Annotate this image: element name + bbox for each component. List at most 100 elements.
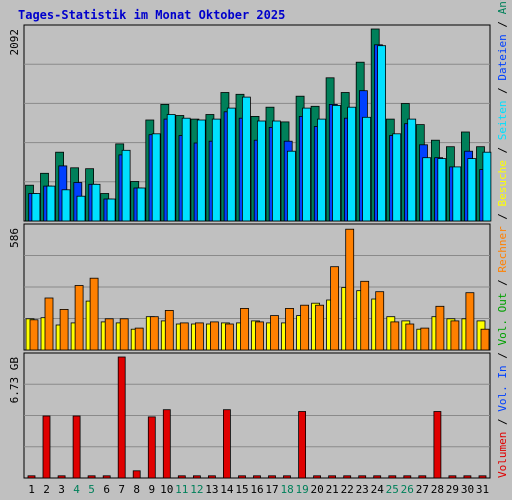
bar-volumen-day-25 — [388, 475, 397, 479]
bar-seiten-day-9 — [151, 133, 161, 222]
bar-rechner-day-3 — [59, 308, 69, 351]
bar-volumen-day-30 — [463, 475, 472, 479]
side-legend: Volumen / Vol. In / Vol. Out / Rechner /… — [496, 0, 509, 478]
x-tick-label-day-5: 5 — [88, 483, 95, 496]
bar-seiten-day-18 — [286, 150, 296, 222]
bar-volumen-day-7 — [117, 356, 126, 479]
bar-volumen-day-22 — [343, 475, 352, 479]
bar-rechner-day-16 — [255, 321, 264, 351]
bar-volumen-day-16 — [253, 475, 261, 479]
x-tick-label-day-31: 31 — [476, 483, 489, 496]
side-legend-separator: / — [496, 273, 509, 293]
x-tick-label-day-20: 20 — [310, 483, 323, 496]
bar-seiten-day-3 — [61, 189, 71, 222]
side-legend-dateien: Dateien — [496, 34, 509, 80]
bar-seiten-day-19 — [302, 107, 311, 222]
bar-rechner-day-25 — [390, 321, 400, 351]
bar-volumen-day-18 — [283, 475, 291, 479]
bar-volumen-day-15 — [238, 475, 246, 479]
x-tick-label-day-27: 27 — [416, 483, 429, 496]
bar-volumen-day-31 — [478, 475, 487, 479]
x-tick-label-day-9: 9 — [148, 483, 155, 496]
bar-volumen-day-2 — [42, 415, 51, 479]
x-tick-label-day-3: 3 — [58, 483, 65, 496]
bar-volumen-day-14 — [222, 409, 231, 479]
bar-volumen-day-13 — [207, 475, 216, 479]
x-tick-label-day-26: 26 — [401, 483, 414, 496]
bar-rechner-day-18 — [285, 307, 294, 351]
bar-seiten-day-14 — [226, 107, 236, 222]
side-legend-vol-in: Vol. In — [496, 365, 509, 411]
bar-seiten-day-17 — [271, 120, 281, 222]
side-legend-anfragen: Anfragen — [496, 0, 509, 14]
bar-rechner-day-28 — [435, 305, 445, 351]
bar-seiten-day-8 — [136, 187, 146, 222]
bar-rechner-day-24 — [375, 291, 385, 351]
side-legend-separator: / — [496, 412, 509, 432]
x-tick-label-day-11: 11 — [175, 483, 188, 496]
bar-seiten-day-24 — [377, 45, 387, 222]
x-tick-label-day-4: 4 — [73, 483, 80, 496]
bar-volumen-day-11 — [177, 475, 186, 479]
x-tick-label-day-6: 6 — [103, 483, 110, 496]
x-tick-label-day-24: 24 — [371, 483, 385, 496]
bar-rechner-day-30 — [465, 292, 475, 351]
bar-rechner-day-31 — [480, 328, 490, 351]
bar-seiten-day-16 — [256, 120, 266, 222]
side-legend-separator: / — [496, 206, 509, 226]
x-tick-label-day-8: 8 — [133, 483, 140, 496]
bar-seiten-day-4 — [76, 195, 86, 222]
side-legend-volumen: Volumen — [496, 432, 509, 478]
bar-rechner-day-12 — [194, 322, 204, 351]
side-legend-separator: / — [496, 140, 509, 160]
bar-volumen-day-20 — [313, 475, 322, 479]
bar-seiten-day-30 — [467, 158, 477, 222]
bar-rechner-day-2 — [44, 297, 54, 351]
bar-volumen-day-1 — [27, 475, 36, 479]
x-tick-label-day-17: 17 — [265, 483, 278, 496]
bar-seiten-day-15 — [241, 96, 251, 222]
x-tick-label-day-21: 21 — [326, 483, 339, 496]
y-max-label-traffic: 6.73 GB — [8, 357, 21, 404]
bar-volumen-day-19 — [298, 411, 307, 479]
bar-rechner-day-15 — [240, 307, 249, 351]
x-tick-label-day-10: 10 — [160, 483, 173, 496]
bar-rechner-day-23 — [360, 280, 370, 351]
bar-volumen-day-8 — [132, 470, 141, 479]
bar-rechner-day-20 — [315, 304, 325, 351]
panel-requests — [23, 24, 492, 222]
bar-seiten-day-5 — [91, 183, 101, 222]
bar-seiten-day-27 — [422, 157, 432, 222]
bar-rechner-day-1 — [29, 319, 39, 351]
bar-rechner-day-10 — [164, 309, 174, 351]
bar-seiten-day-6 — [106, 198, 116, 222]
x-axis-day-labels: 1 2 3 4 5 6 7 8 9 10 11 12 13 14 15 16 17 18 19 20 21 22 23 24 2… — [28, 483, 489, 496]
bar-seiten-day-10 — [166, 114, 176, 222]
x-tick-label-day-14: 14 — [220, 483, 234, 496]
bar-volumen-day-27 — [418, 475, 427, 479]
bar-rechner-day-17 — [270, 315, 279, 351]
bar-seiten-day-12 — [196, 119, 206, 222]
bar-volumen-day-17 — [268, 475, 276, 479]
bar-volumen-day-24 — [373, 475, 382, 479]
bar-volumen-day-4 — [72, 415, 81, 479]
bar-volumen-day-5 — [87, 475, 96, 479]
bar-volumen-day-23 — [358, 475, 367, 479]
bar-rechner-day-14 — [224, 323, 234, 351]
x-tick-label-day-12: 12 — [190, 483, 203, 496]
bar-seiten-day-1 — [31, 193, 41, 222]
bar-seiten-day-22 — [347, 106, 357, 222]
bar-volumen-day-26 — [403, 475, 412, 479]
bar-volumen-day-3 — [57, 475, 66, 479]
bar-rechner-day-8 — [134, 327, 144, 351]
bar-seiten-day-25 — [392, 133, 402, 222]
y-axis-max-labels: 2092 586 6.73 GB — [8, 29, 21, 403]
x-tick-label-day-16: 16 — [250, 483, 263, 496]
x-tick-label-day-29: 29 — [446, 483, 459, 496]
panel-traffic — [23, 352, 491, 479]
x-tick-label-day-7: 7 — [118, 483, 125, 496]
bar-rechner-day-22 — [345, 228, 355, 351]
panels-layer — [23, 24, 492, 479]
bar-rechner-day-19 — [300, 304, 310, 351]
